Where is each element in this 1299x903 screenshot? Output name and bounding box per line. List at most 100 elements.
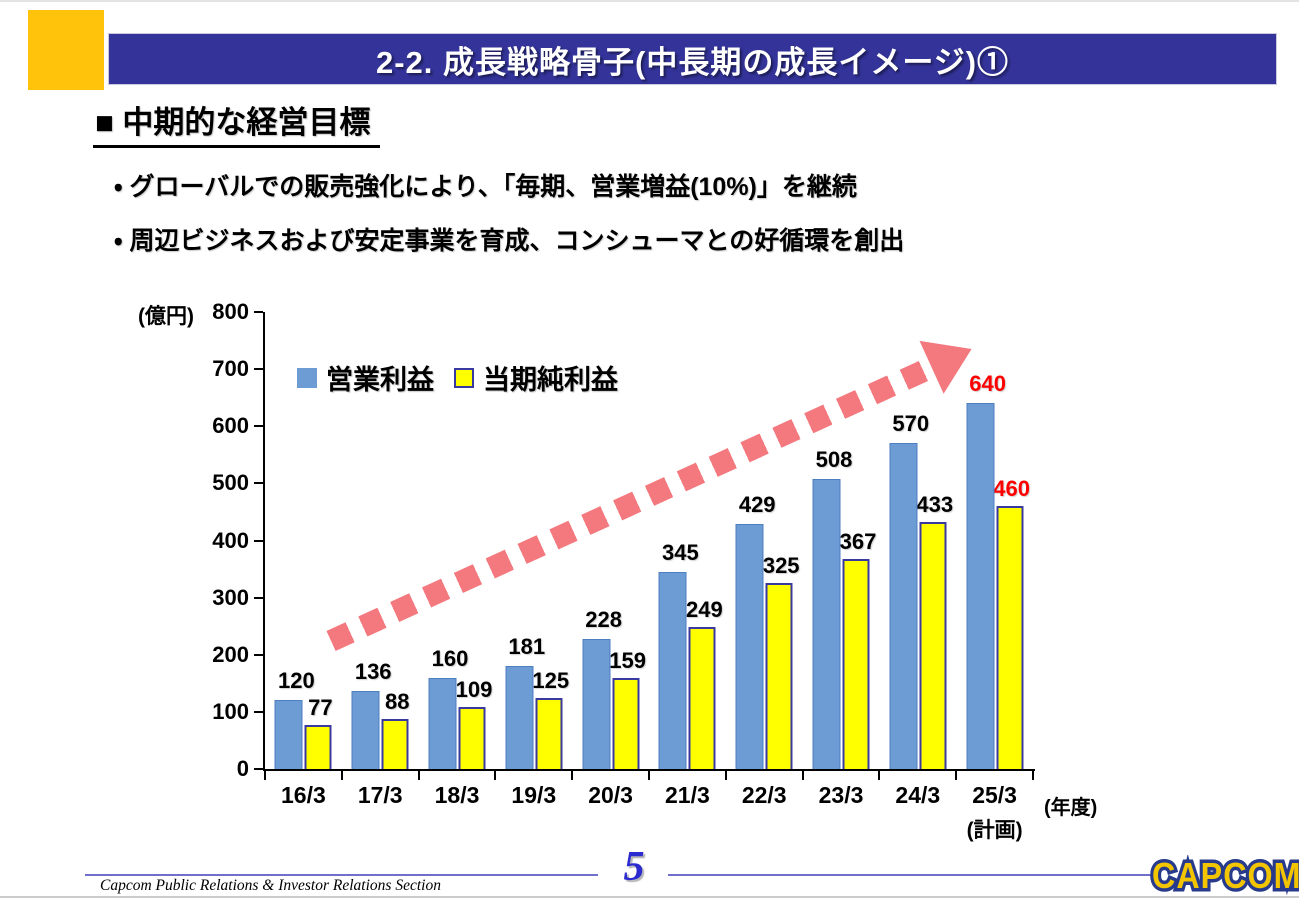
y-axis-tick [254, 368, 263, 371]
operating-income-value-label: 570 [892, 411, 930, 437]
legend-color-swatch-icon [454, 367, 474, 388]
bar-group: 181 125 19/3 [495, 312, 572, 808]
slide-top-border [0, 0, 1299, 2]
y-axis-tick [254, 653, 263, 656]
y-axis-tick-label: 0 [236, 756, 249, 781]
net-income-bar [304, 725, 332, 769]
bar-pair [889, 443, 947, 769]
net-income-value-label: 249 [686, 596, 723, 622]
x-axis-category-label: 20/3 [588, 782, 633, 808]
bar-group: 136 88 17/3 [342, 312, 419, 808]
bar-pair [735, 523, 793, 769]
x-axis-category-label: 24/3 [895, 782, 941, 808]
bar-group: 345 249 21/3 [649, 312, 726, 808]
x-axis-tick [417, 771, 420, 780]
operating-income-bar [658, 571, 687, 769]
title-bar: 2-2. 成長戦略骨子(中長期の成長イメージ)① [108, 33, 1277, 85]
legend-item-operating-income: 営業利益 [297, 358, 434, 397]
y-axis-tick [254, 425, 263, 428]
bar-group: 120 77 16/3 [265, 312, 342, 808]
net-income-bar [688, 626, 716, 769]
y-axis-tick [254, 311, 263, 313]
net-income-value-label: 125 [532, 667, 570, 693]
bar-pair [812, 478, 870, 769]
bar-pair [274, 700, 332, 769]
footer-divider-left [85, 874, 598, 876]
operating-income-value-label: 345 [662, 539, 699, 565]
x-axis-category-label: 17/3 [357, 782, 403, 808]
legend-item-net-income: 当期純利益 [454, 358, 618, 397]
x-axis-tick [878, 771, 881, 780]
bar-group: 508 367 23/3 [803, 312, 880, 808]
y-axis-tick-label: 400 [212, 527, 249, 553]
operating-income-value-label: 136 [354, 659, 392, 685]
x-axis-category-label: 25/3 [972, 782, 1017, 808]
bar-group: 640 460 25/3 (計画) [956, 312, 1033, 842]
y-axis-tick-label: 100 [212, 698, 249, 724]
y-axis-tick [254, 710, 263, 713]
legend-color-swatch-icon [297, 367, 317, 388]
operating-income-bar [889, 443, 918, 769]
net-income-value-label: 109 [455, 676, 493, 702]
net-income-bar [612, 678, 640, 769]
y-axis-tick-label: 600 [212, 413, 249, 439]
operating-income-bar [274, 700, 303, 769]
x-axis-category-note: (計画) [966, 819, 1023, 842]
footer-section-text: Capcom Public Relations & Investor Relat… [100, 877, 441, 894]
net-income-value-label: 77 [308, 695, 333, 721]
bar-group: 160 109 18/3 [419, 312, 496, 808]
net-income-bar [919, 521, 947, 769]
operating-income-bar [812, 478, 841, 769]
y-axis-tick-label: 300 [212, 584, 249, 610]
operating-income-value-label: 228 [585, 606, 622, 632]
x-axis-category-label: 19/3 [511, 782, 557, 808]
net-income-bar [842, 559, 870, 769]
x-axis-tick [494, 771, 497, 780]
x-axis-tick [724, 771, 727, 780]
capcom-logo: CAPCOM [1149, 851, 1299, 899]
slide-title: 2-2. 成長戦略骨子(中長期の成長イメージ)① [375, 44, 1010, 80]
net-income-value-label: 159 [609, 648, 646, 674]
y-axis-tick [254, 539, 263, 542]
net-income-bar [381, 718, 409, 769]
x-axis-category-label: 21/3 [665, 782, 710, 808]
x-axis-tick [801, 771, 804, 780]
bar-pair [966, 403, 1024, 769]
y-axis-unit-label: (億円) [138, 305, 194, 328]
x-axis-tick [648, 771, 650, 780]
y-axis-tick-label: 500 [212, 470, 249, 496]
net-income-bar [996, 506, 1024, 769]
y-axis-tick [254, 482, 263, 485]
operating-income-bar [966, 403, 995, 769]
footer-divider-right [668, 874, 1152, 876]
section-heading: ■ 中期的な経営目標 [93, 97, 381, 148]
y-axis-tick-label: 700 [212, 356, 249, 382]
bar-pair [582, 638, 640, 769]
net-income-value-label: 367 [839, 529, 877, 555]
x-axis-tick [571, 771, 574, 780]
bar-group: 429 325 22/3 [726, 312, 803, 808]
net-income-value-label: 460 [993, 476, 1030, 502]
operating-income-value-label: 181 [508, 633, 546, 659]
accent-square [28, 10, 104, 90]
net-income-bar [765, 583, 793, 769]
operating-income-value-label: 429 [738, 491, 776, 517]
page-number: 5 [623, 844, 645, 890]
x-axis-tick [264, 771, 266, 780]
legend-label: 当期純利益 [483, 365, 618, 395]
bar-group: 570 433 24/3 [879, 312, 956, 808]
operating-income-bar [428, 677, 457, 769]
x-axis-unit-label: (年度) [1044, 797, 1098, 819]
plot-area: 0 100 200 300 400 500 600 700 800 120 77… [212, 299, 1035, 842]
net-income-bar [535, 697, 563, 769]
bar-group: 228 159 20/3 [572, 312, 649, 808]
operating-income-bar [582, 638, 611, 769]
operating-income-bar [351, 691, 380, 769]
x-axis-category-label: 16/3 [281, 782, 326, 808]
bar-pair [351, 691, 409, 769]
x-axis-category-label: 23/3 [818, 782, 864, 808]
x-axis-tick [955, 771, 958, 780]
net-income-bar [458, 706, 486, 769]
legend-label: 営業利益 [326, 365, 434, 395]
net-income-value-label: 325 [762, 553, 800, 579]
